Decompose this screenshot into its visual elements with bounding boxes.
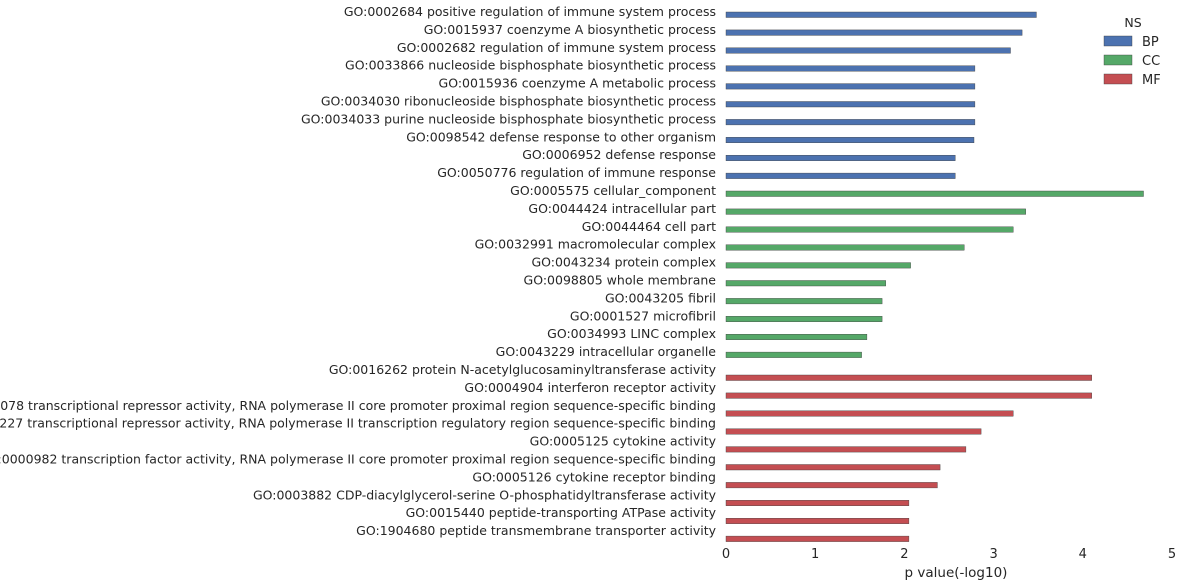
bar-bp-2	[725, 29, 1023, 36]
legend-swatch-bp	[1103, 35, 1133, 47]
category-label: GO:0016262 protein N-acetylglucosaminylt…	[329, 362, 717, 377]
x-tick-label: 5	[1168, 547, 1176, 562]
bar-bp-4	[725, 65, 976, 72]
legend-swatch-cc	[1103, 54, 1133, 66]
bar-cc-3	[725, 226, 1014, 233]
category-label: GO:0000982 transcription factor activity…	[0, 452, 716, 467]
category-label: GO:0015440 peptide-transporting ATPase a…	[406, 505, 717, 520]
category-label: GO:0032991 macromolecular complex	[475, 237, 716, 252]
bar-cc-4	[725, 244, 965, 251]
bars-layer	[725, 11, 1144, 542]
category-labels-layer: GO:0002684 positive regulation of immune…	[0, 4, 717, 538]
x-tick-label: 3	[989, 547, 997, 562]
category-label: GO:0034993 LINC complex	[547, 326, 716, 341]
bar-mf-5	[725, 446, 967, 453]
legend-label-cc: CC	[1142, 54, 1160, 69]
bar-cc-1	[725, 190, 1144, 197]
legend-swatch-mf	[1103, 73, 1133, 85]
category-label: GO:0044464 cell part	[582, 219, 716, 234]
bar-bp-5	[725, 83, 976, 90]
category-label: GO:0033866 nucleoside bisphosphate biosy…	[345, 58, 716, 73]
bar-mf-9	[725, 518, 910, 524]
category-label: GO:0043205 fibril	[605, 290, 716, 305]
x-tick-label: 4	[1079, 547, 1087, 562]
category-label: GO:0015937 coenzyme A biosynthetic proce…	[424, 22, 716, 37]
category-label: GO:0001527 microfibril	[570, 308, 716, 323]
bar-cc-5	[725, 262, 911, 269]
x-axis-label: p value(-log10)	[905, 565, 1008, 581]
bar-bp-1	[725, 11, 1037, 18]
bar-cc-7	[725, 298, 883, 305]
category-label: GO:0003882 CDP-diacylglycerol-serine O-p…	[253, 487, 717, 502]
bar-cc-10	[725, 351, 862, 358]
bar-cc-9	[725, 334, 868, 340]
bar-cc-2	[725, 208, 1026, 215]
category-label: GO:0043229 intracellular organelle	[496, 344, 717, 359]
category-label: GO:0043234 protein complex	[531, 255, 716, 270]
bar-cc-6	[725, 280, 886, 287]
legend-label-mf: MF	[1142, 73, 1161, 88]
bar-mf-10	[725, 535, 910, 542]
x-tick-label: 0	[722, 547, 730, 562]
bar-mf-7	[725, 482, 938, 489]
bar-mf-1	[725, 374, 1092, 381]
bar-mf-3	[725, 410, 1014, 417]
bar-bp-7	[725, 119, 976, 126]
legend-items: BP CC MF	[1103, 35, 1161, 88]
category-label: GO:0006952 defense response	[522, 147, 716, 162]
bar-bp-6	[725, 101, 976, 108]
bar-bp-9	[725, 154, 956, 161]
category-label: GO:0002684 positive regulation of immune…	[344, 4, 716, 19]
bar-cc-8	[725, 316, 883, 322]
legend-title: NS	[1124, 15, 1141, 30]
bar-mf-6	[725, 464, 941, 471]
bar-mf-2	[725, 392, 1092, 399]
bar-bp-3	[725, 47, 1011, 54]
x-tick-label: 1	[811, 547, 819, 562]
bar-bp-10	[725, 172, 956, 179]
category-label: GO:0050776 regulation of immune response	[437, 165, 716, 180]
x-tick-label: 2	[900, 547, 908, 562]
bar-bp-8	[725, 137, 975, 144]
x-axis-ticks: 0 1 2 3 4 5	[722, 547, 1176, 562]
bar-mf-4	[725, 428, 982, 435]
category-label: GO:0005125 cytokine activity	[530, 434, 717, 449]
category-label: GO:0001078 transcriptional repressor act…	[0, 398, 716, 413]
category-label: GO:0015936 coenzyme A metabolic process	[439, 76, 716, 91]
category-label: GO:0098542 defense response to other org…	[406, 129, 716, 144]
legend: NS BP CC MF	[1103, 15, 1161, 88]
category-label: GO:0034030 ribonucleoside bisphosphate b…	[321, 94, 716, 109]
category-label: GO:0005126 cytokine receptor binding	[472, 469, 716, 484]
category-label: GO:0002682 regulation of immune system p…	[397, 40, 716, 55]
category-label: GO:0098805 whole membrane	[524, 273, 717, 288]
category-label: GO:0034033 purine nucleoside bisphosphat…	[301, 111, 716, 126]
legend-label-bp: BP	[1142, 35, 1159, 50]
category-label: GO:1904680 peptide transmembrane transpo…	[356, 523, 716, 538]
category-label: GO:0005575 cellular_component	[510, 183, 716, 198]
bar-mf-8	[725, 500, 910, 506]
category-label: GO:0004904 interferon receptor activity	[464, 380, 716, 395]
category-label: GO:0044424 intracellular part	[528, 201, 716, 216]
category-label: GO:0001227 transcriptional repressor act…	[0, 416, 716, 431]
